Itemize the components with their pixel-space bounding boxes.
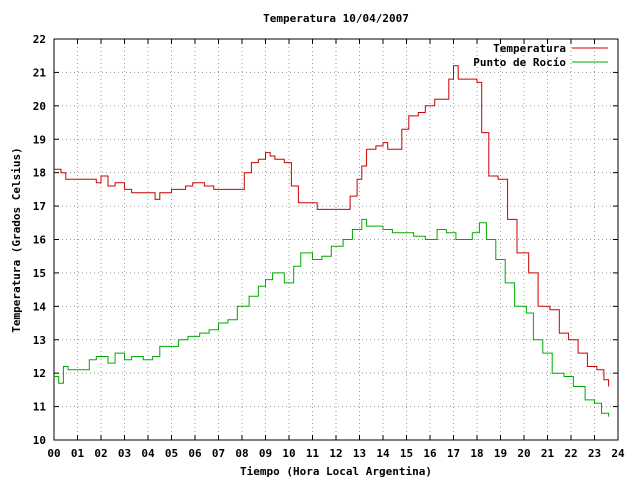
x-tick-label: 13 <box>353 447 366 460</box>
x-tick-label: 02 <box>94 447 107 460</box>
chart-title: Temperatura 10/04/2007 <box>263 12 409 25</box>
y-tick-label: 15 <box>33 267 46 280</box>
y-tick-label: 22 <box>33 33 46 46</box>
y-tick-label: 20 <box>33 100 46 113</box>
grid-lines <box>54 39 618 440</box>
x-tick-label: 16 <box>423 447 437 460</box>
y-axis-label: Temperatura (Grados Celsius) <box>10 147 23 332</box>
x-tick-label: 06 <box>188 447 202 460</box>
x-tick-label: 01 <box>71 447 85 460</box>
x-tick-label: 04 <box>141 447 155 460</box>
x-tick-label: 20 <box>517 447 530 460</box>
x-tick-label: 08 <box>235 447 248 460</box>
series-line-temperatura <box>54 65 610 387</box>
series-line-punto-de-rocio <box>54 218 610 417</box>
x-tick-label: 14 <box>376 447 390 460</box>
y-tick-label: 11 <box>33 401 47 414</box>
y-tick-label: 17 <box>33 200 46 213</box>
legend-label: Temperatura <box>493 42 566 55</box>
legend-label: Punto de Rocío <box>473 56 566 69</box>
x-tick-label: 00 <box>47 447 60 460</box>
y-tick-label: 14 <box>33 300 47 313</box>
x-tick-label: 12 <box>329 447 342 460</box>
y-tick-label: 12 <box>33 367 46 380</box>
x-tick-label: 03 <box>118 447 131 460</box>
x-tick-label: 18 <box>470 447 483 460</box>
x-tick-label: 23 <box>588 447 601 460</box>
x-tick-label: 10 <box>282 447 295 460</box>
x-tick-label: 11 <box>306 447 320 460</box>
y-tick-label: 13 <box>33 334 46 347</box>
x-tick-label: 21 <box>541 447 555 460</box>
x-tick-label: 07 <box>212 447 225 460</box>
y-tick-label: 21 <box>33 66 47 79</box>
x-tick-label: 24 <box>611 447 625 460</box>
x-tick-label: 09 <box>259 447 272 460</box>
y-axis-ticks: 10 11 12 13 14 15 16 17 18 19 20 21 22 <box>33 33 618 447</box>
x-tick-label: 15 <box>400 447 413 460</box>
series-lines <box>54 65 610 417</box>
y-tick-label: 16 <box>33 234 47 247</box>
x-axis-ticks: 00 01 02 03 04 05 06 07 08 09 10 11 12 13 14 15 16 17 18 19… <box>47 39 625 460</box>
x-tick-label: 22 <box>564 447 577 460</box>
x-tick-label: 05 <box>165 447 178 460</box>
x-tick-label: 17 <box>447 447 460 460</box>
x-axis-label: Tiempo (Hora Local Argentina) <box>240 465 432 478</box>
y-tick-label: 10 <box>33 434 46 447</box>
y-tick-label: 18 <box>33 167 46 180</box>
x-tick-label: 19 <box>494 447 507 460</box>
y-tick-label: 19 <box>33 133 46 146</box>
